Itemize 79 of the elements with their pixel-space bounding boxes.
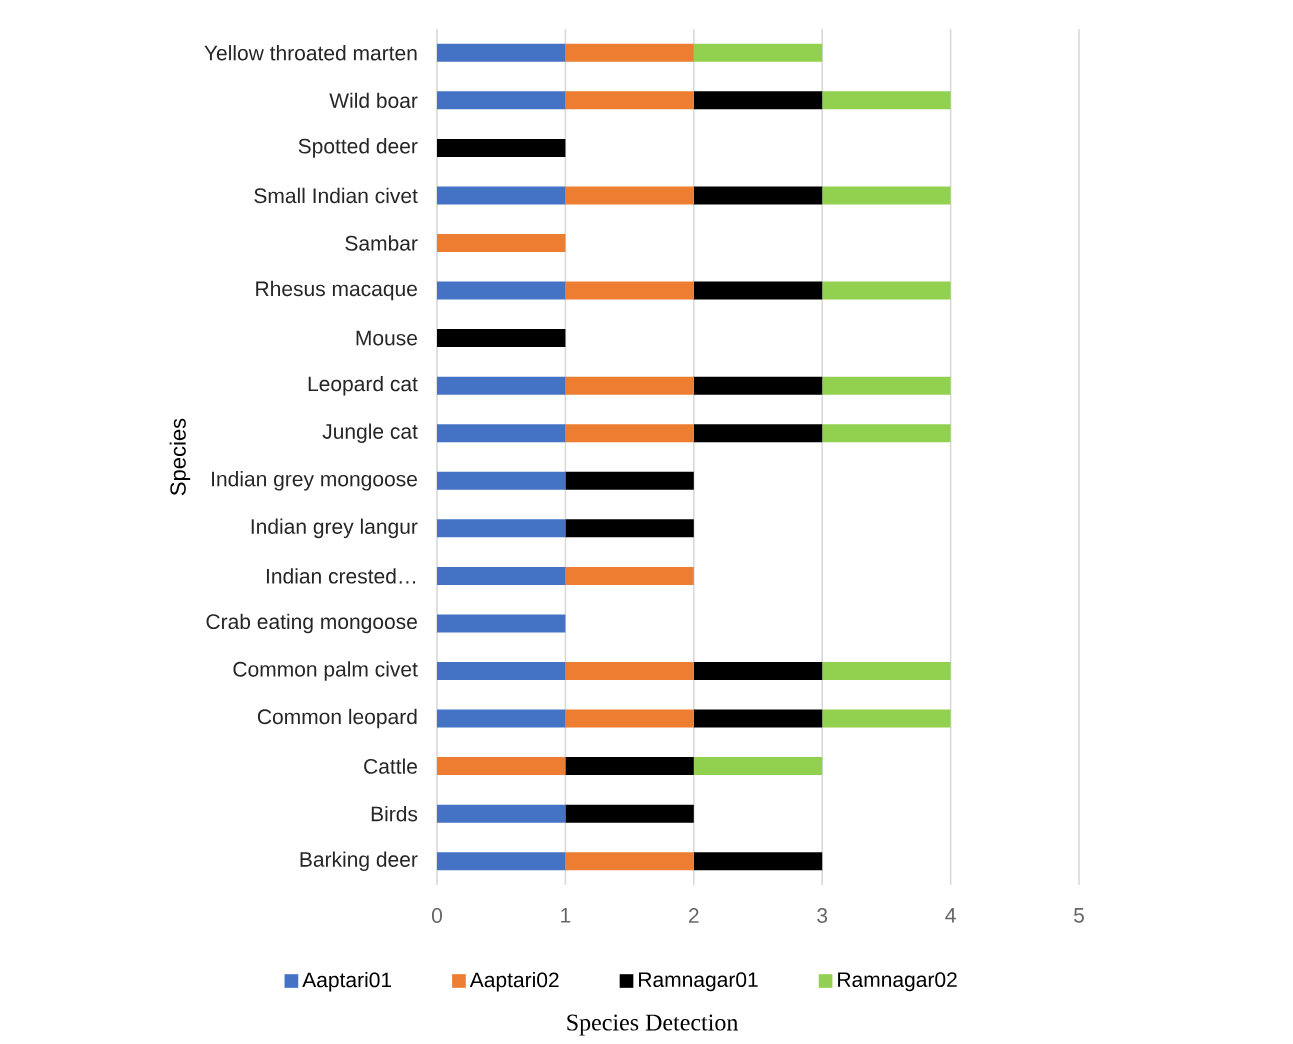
- bar: [437, 281, 566, 300]
- bar: [565, 376, 694, 395]
- y-tick-label: Barking deer: [300, 851, 418, 872]
- x-tick-label: 2: [689, 908, 699, 923]
- bar: [822, 662, 951, 681]
- x-tick-label: 1: [561, 908, 571, 923]
- bar: [437, 519, 566, 538]
- bar: [565, 91, 694, 110]
- legend-label: Ramnagar02: [838, 972, 957, 992]
- y-tick-label: Cattle: [364, 758, 417, 774]
- x-axis-title: Species Detection: [567, 1014, 739, 1036]
- bar: [565, 519, 694, 538]
- y-tick-label: Small Indian civet: [254, 187, 418, 204]
- bar: [565, 566, 694, 585]
- bar: [437, 43, 566, 62]
- bar: [565, 471, 694, 490]
- y-tick-label: Wild boar: [329, 92, 418, 109]
- x-tick-label: 4: [945, 908, 956, 923]
- bar: [437, 186, 566, 205]
- bar: [693, 662, 823, 681]
- bar: [437, 566, 566, 585]
- bar: [437, 614, 566, 633]
- bar: [565, 757, 694, 776]
- y-axis-title: Species: [169, 418, 191, 496]
- bar: [437, 234, 566, 252]
- bar: [437, 709, 566, 728]
- bar: [822, 186, 951, 205]
- y-tick-label: Leopard cat: [308, 375, 418, 396]
- bar: [693, 709, 823, 728]
- y-tick-label: Spotted deer: [298, 138, 418, 158]
- bar: [693, 757, 823, 776]
- bar: [565, 662, 694, 681]
- bar: [437, 424, 566, 443]
- y-tick-label: Indian grey langur: [251, 518, 418, 539]
- y-tick-label: Mouse: [356, 330, 417, 346]
- y-tick-label: Sambar: [345, 235, 418, 251]
- bar: [437, 757, 566, 776]
- bar: [437, 804, 566, 823]
- y-tick-label: Crab eating mongoose: [206, 613, 417, 634]
- bar: [437, 138, 566, 157]
- x-tick-label: 5: [1074, 908, 1084, 923]
- x-tick-label: 3: [817, 908, 828, 923]
- bar: [437, 376, 566, 395]
- y-tick-label: Rhesus macaque: [256, 280, 417, 301]
- bar: [693, 852, 823, 871]
- y-tick-label: Indian crested…: [266, 568, 416, 584]
- y-tick-label: Jungle cat: [322, 423, 418, 444]
- bar: [437, 852, 566, 871]
- bar: [565, 709, 694, 728]
- bar: [693, 91, 823, 110]
- y-tick-label: Yellow throated marten: [204, 45, 417, 61]
- bar: [565, 852, 694, 871]
- bar: [693, 186, 823, 205]
- bar: [565, 424, 694, 443]
- bar: [565, 281, 694, 300]
- bar: [565, 804, 694, 823]
- y-tick-label: Common leopard: [257, 708, 417, 729]
- bar: [693, 424, 823, 443]
- bar: [437, 662, 566, 681]
- bar: [693, 376, 823, 395]
- bar: [822, 376, 951, 395]
- legend-label: Ramnagar01: [639, 972, 758, 992]
- bar: [822, 91, 951, 110]
- bar: [822, 281, 951, 300]
- y-tick-label: Common palm civet: [233, 661, 418, 681]
- bar: [437, 329, 566, 348]
- bar: [565, 186, 694, 205]
- y-tick-label: Indian grey mongoose: [212, 471, 417, 491]
- legend-label: Aaptari01: [302, 971, 392, 992]
- bar: [693, 43, 823, 62]
- bar: [693, 281, 823, 300]
- bar: [437, 91, 566, 110]
- bar: [437, 471, 566, 490]
- bar: [822, 709, 951, 728]
- bar: [822, 424, 951, 443]
- legend-label: Aaptari02: [469, 971, 559, 992]
- x-tick-label: 0: [431, 908, 443, 923]
- y-tick-label: Birds: [371, 805, 418, 822]
- bar: [565, 43, 694, 62]
